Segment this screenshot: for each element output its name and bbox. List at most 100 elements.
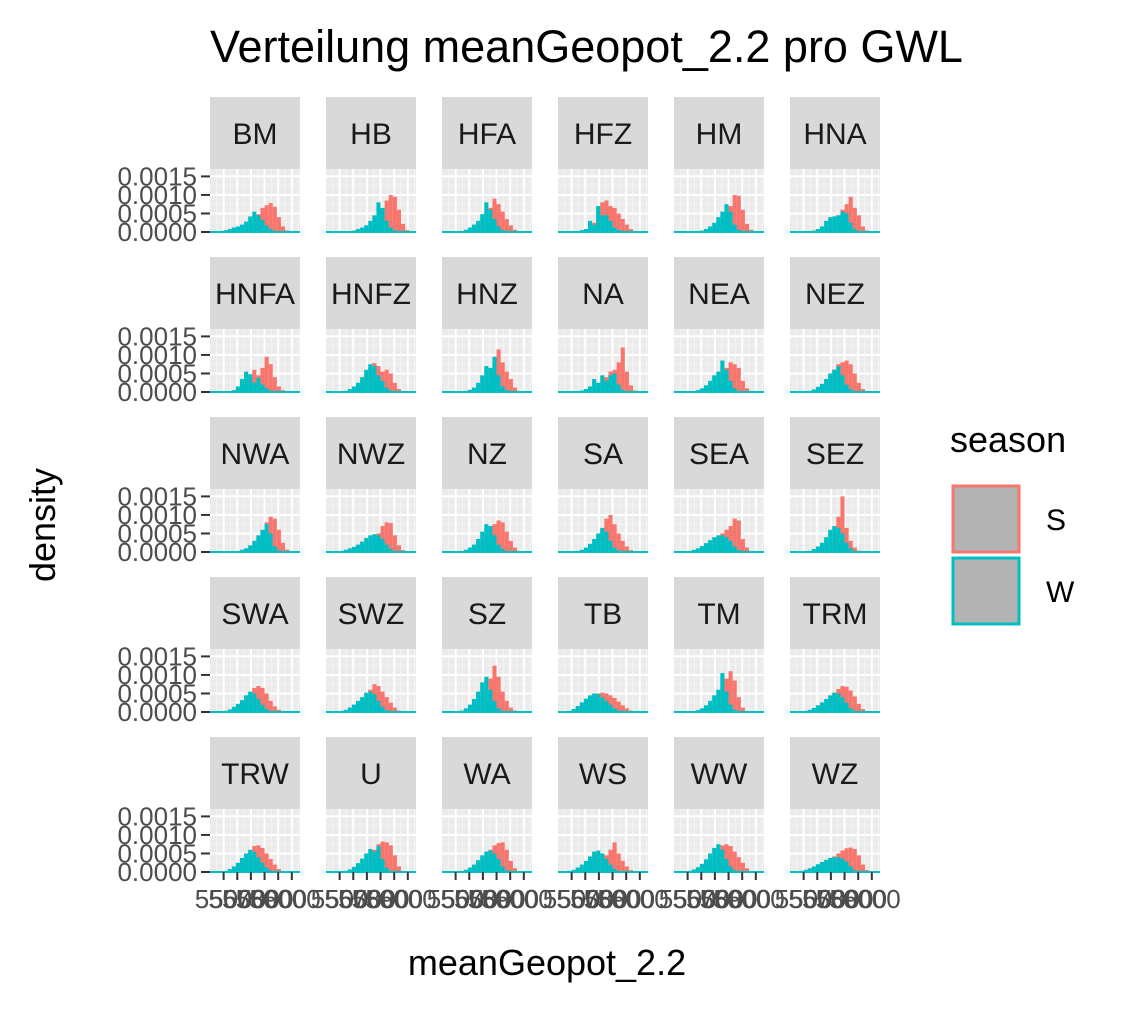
- facet-strip-label: TRM: [803, 598, 868, 631]
- histogram-bar-s: [276, 529, 281, 552]
- facet-strip-label: SWA: [221, 598, 288, 631]
- histogram-bar-s: [620, 219, 625, 232]
- histogram-bar-w: [579, 702, 584, 712]
- histogram-bar-w: [616, 384, 621, 392]
- histogram-bar-w: [612, 708, 617, 712]
- histogram-bar-s: [624, 866, 629, 872]
- histogram-bar-w: [268, 229, 273, 232]
- histogram-bar-s: [268, 364, 273, 392]
- facet-strip-label: SZ: [468, 598, 506, 631]
- x-tick-label: 5900: [829, 884, 887, 914]
- facet-panel-nz: NZ: [442, 417, 532, 553]
- y-tick-label: 0.0000: [117, 697, 197, 727]
- histogram-bar-w: [476, 382, 481, 392]
- histogram-bar-w: [248, 691, 253, 712]
- histogram-bar-w: [384, 220, 389, 232]
- histogram-bar-w: [828, 695, 833, 712]
- histogram-bar-w: [260, 529, 265, 552]
- histogram-bar-w: [828, 857, 833, 872]
- histogram-bar-w: [492, 535, 497, 552]
- histogram-bar-w: [372, 851, 377, 872]
- histogram-bar-s: [384, 369, 389, 392]
- histogram-bar-w: [235, 862, 240, 872]
- histogram-bar-w: [235, 386, 240, 392]
- histogram-bar-w: [608, 375, 613, 392]
- histogram-bar-s: [512, 547, 517, 552]
- histogram-bar-w: [708, 540, 713, 552]
- histogram-bar-w: [824, 220, 829, 232]
- histogram-bar-s: [508, 379, 513, 392]
- histogram-bar-w: [588, 220, 593, 232]
- histogram-bar-w: [724, 204, 729, 232]
- histogram-bar-w: [376, 535, 381, 552]
- histogram-bar-w: [579, 549, 584, 552]
- histogram-bar-s: [736, 367, 741, 392]
- facet-panel-hm: HM: [674, 97, 764, 233]
- facet-strip-label: TM: [697, 598, 740, 631]
- histogram-bar-w: [820, 702, 825, 712]
- histogram-bar-w: [596, 533, 601, 552]
- histogram-bar-w: [600, 215, 605, 232]
- histogram-bar-s: [512, 229, 517, 232]
- histogram-bar-w: [699, 388, 704, 392]
- histogram-bar-s: [844, 527, 849, 552]
- histogram-bar-w: [600, 697, 605, 712]
- histogram-bar-w: [604, 215, 609, 232]
- histogram-bar-w: [368, 691, 373, 712]
- y-axis-title: density: [22, 468, 63, 582]
- histogram-bar-w: [836, 366, 841, 392]
- y-tick-label: 0.0000: [117, 217, 197, 247]
- histogram-bar-w: [844, 384, 849, 392]
- histogram-bar-s: [844, 686, 849, 712]
- histogram-bar-w: [372, 215, 377, 232]
- histogram-bar-s: [736, 697, 741, 712]
- histogram-bar-s: [396, 866, 401, 872]
- histogram-bar-w: [463, 869, 468, 872]
- histogram-bar-w: [592, 851, 597, 872]
- histogram-bar-w: [356, 863, 361, 872]
- histogram-bar-w: [248, 849, 253, 872]
- facet-strip-label: HNZ: [456, 278, 518, 311]
- x-tick-label: 5600: [440, 884, 498, 914]
- histogram-bar-w: [492, 700, 497, 712]
- histogram-bar-w: [260, 384, 265, 392]
- histogram-bar-s: [608, 849, 613, 872]
- histogram-bar-w: [724, 369, 729, 392]
- histogram-bar-s: [732, 680, 737, 712]
- histogram-bar-s: [852, 207, 857, 232]
- histogram-bar-w: [347, 389, 352, 392]
- histogram-bar-s: [512, 387, 517, 392]
- histogram-bar-w: [699, 708, 704, 712]
- x-tick-label: 5900: [365, 884, 423, 914]
- facet-strip: [558, 257, 648, 329]
- histogram-bar-w: [695, 867, 700, 872]
- histogram-bar-w: [708, 700, 713, 712]
- histogram-bar-w: [368, 220, 373, 232]
- facet-panel-hnfz: HNFZ: [326, 257, 416, 393]
- facet-strip: [674, 737, 764, 809]
- histogram-bar-w: [836, 693, 841, 712]
- histogram-bar-s: [272, 377, 277, 392]
- histogram-bar-w: [716, 535, 721, 552]
- histogram-bar-w: [608, 704, 613, 712]
- histogram-bar-s: [728, 526, 733, 552]
- histogram-bar-s: [388, 523, 393, 552]
- x-tick-label: 5700: [570, 884, 628, 914]
- histogram-bar-w: [256, 857, 261, 872]
- histogram-bar-w: [244, 548, 249, 552]
- histogram-bar-w: [240, 549, 245, 552]
- histogram-bar-w: [604, 859, 609, 872]
- histogram-bar-w: [575, 867, 580, 872]
- histogram-bar-s: [744, 868, 749, 872]
- histogram-bar-w: [844, 702, 849, 712]
- histogram-bar-w: [492, 219, 497, 232]
- histogram-bar-w: [712, 847, 717, 872]
- histogram-bar-s: [736, 195, 741, 232]
- histogram-bar-w: [227, 709, 232, 712]
- facet-panel-na: NA: [558, 257, 648, 393]
- histogram-bar-s: [852, 696, 857, 712]
- histogram-bar-w: [807, 709, 812, 712]
- histogram-bar-s: [744, 223, 749, 232]
